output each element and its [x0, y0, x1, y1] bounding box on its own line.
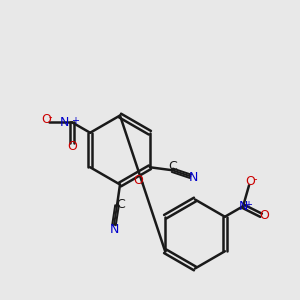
- Text: N: N: [60, 116, 69, 129]
- Text: C: C: [168, 160, 177, 173]
- Text: O: O: [41, 113, 51, 126]
- Text: N: N: [238, 200, 248, 213]
- Text: N: N: [109, 223, 119, 236]
- Text: C: C: [116, 197, 125, 211]
- Text: N: N: [189, 171, 198, 184]
- Text: +: +: [244, 200, 253, 210]
- Text: +: +: [71, 116, 79, 126]
- Text: -: -: [254, 174, 257, 184]
- Text: O: O: [260, 209, 270, 222]
- Text: O: O: [246, 175, 256, 188]
- Text: -: -: [49, 112, 52, 122]
- Text: O: O: [133, 174, 143, 187]
- Text: O: O: [67, 140, 77, 153]
